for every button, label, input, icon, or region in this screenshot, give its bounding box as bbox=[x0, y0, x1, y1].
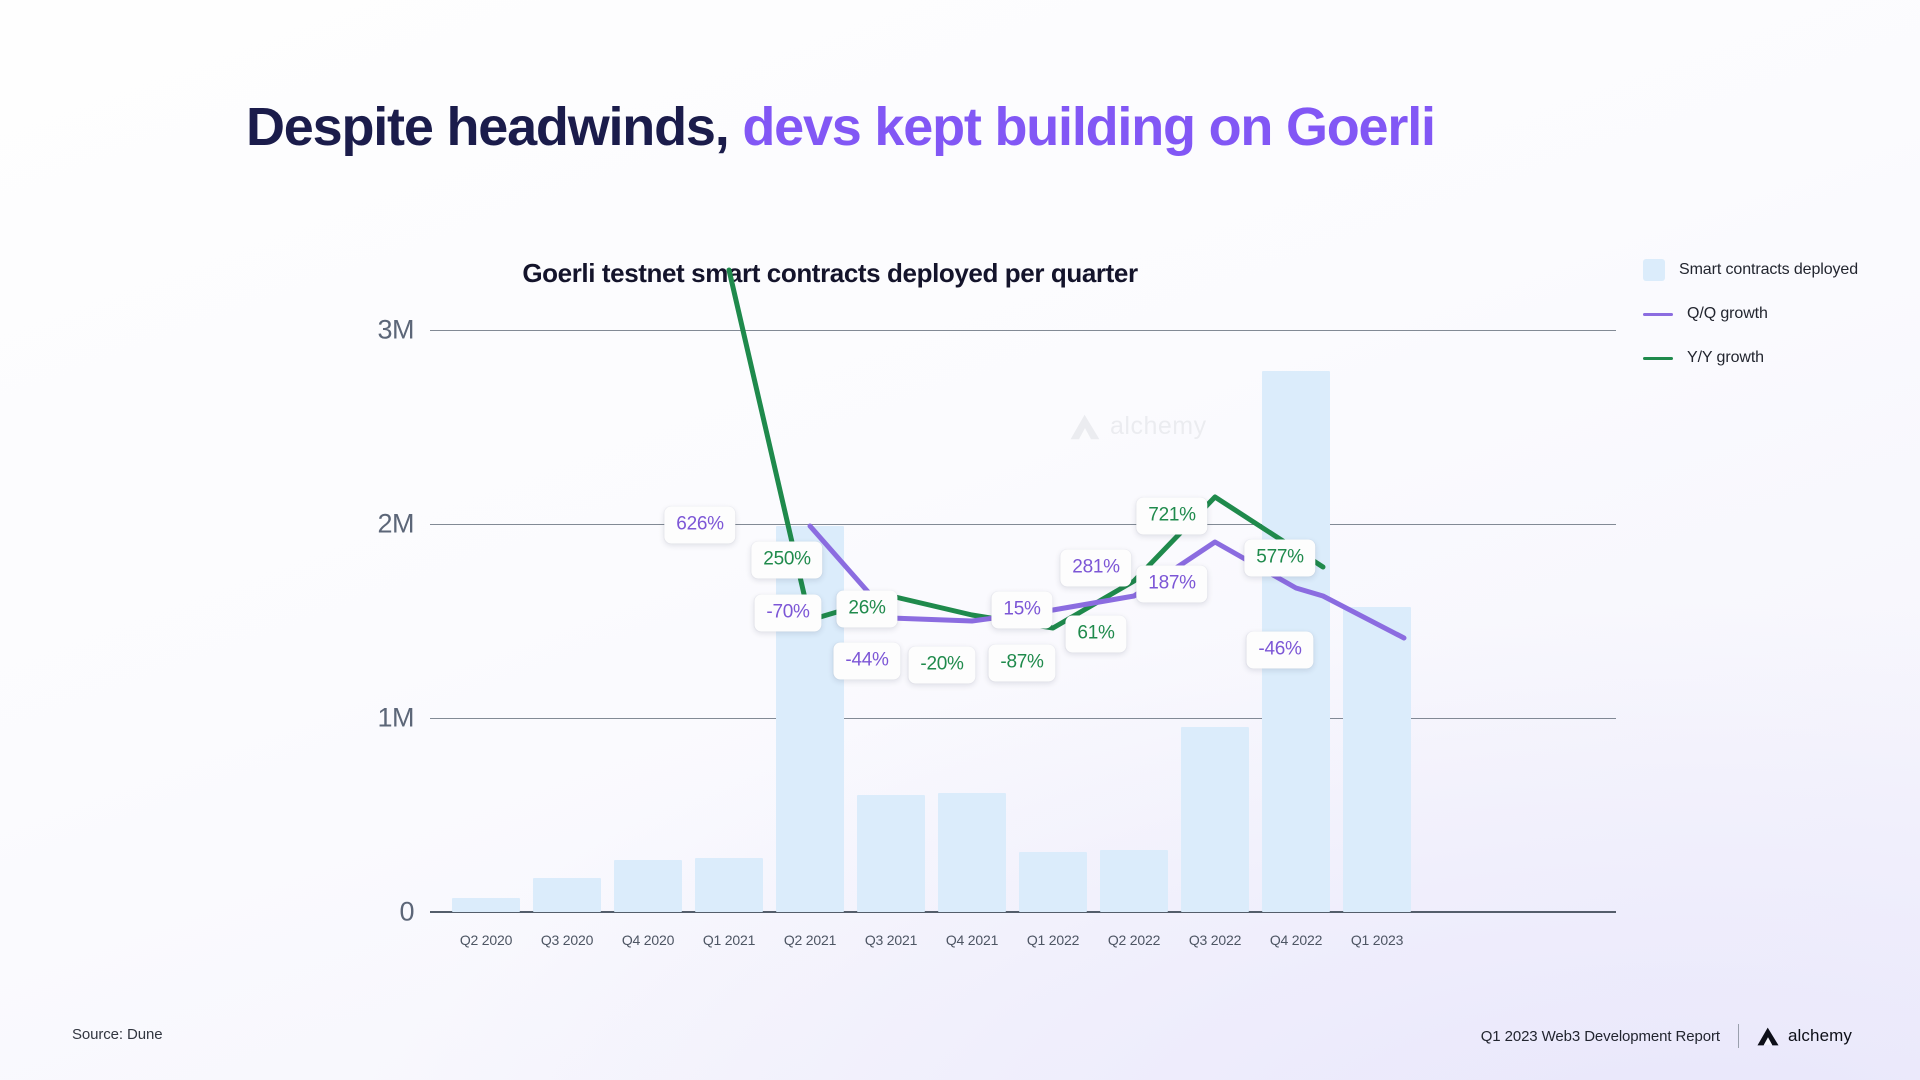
x-axis-tick-q2-2020: Q2 2020 bbox=[459, 932, 513, 948]
y-axis-tick-3m: 3M bbox=[377, 314, 414, 345]
legend-label: Q/Q growth bbox=[1687, 305, 1768, 322]
footer-divider bbox=[1737, 1024, 1739, 1048]
bar-q1-2021[interactable] bbox=[695, 858, 763, 912]
x-axis-tick-q4-2020: Q4 2020 bbox=[621, 932, 675, 948]
y-axis-tick-0: 0 bbox=[399, 896, 414, 927]
y-axis-tick-1m: 1M bbox=[377, 702, 414, 733]
data-label-yy-q3-2021: 250% bbox=[751, 541, 823, 579]
gridline-2m bbox=[430, 524, 1616, 525]
data-label-yy-q3-2022: 61% bbox=[1065, 615, 1127, 653]
legend-item-qq-growth[interactable]: Q/Q growth bbox=[1643, 294, 1913, 334]
bar-q3-2022[interactable] bbox=[1181, 727, 1249, 912]
data-label-yy-q4-2022: 721% bbox=[1136, 497, 1208, 535]
x-axis-tick-q2-2021: Q2 2021 bbox=[783, 932, 837, 948]
x-axis-tick-q4-2022: Q4 2022 bbox=[1269, 932, 1323, 948]
x-axis-baseline bbox=[430, 911, 1616, 913]
data-label-qq-q2-2021: 626% bbox=[664, 506, 736, 544]
data-label-yy-q1-2022: -20% bbox=[908, 646, 976, 684]
legend-label: Y/Y growth bbox=[1687, 349, 1764, 366]
headline-accent: devs kept building on Goerli bbox=[742, 97, 1436, 157]
bar-q3-2021[interactable] bbox=[857, 795, 925, 912]
x-axis-tick-q1-2021: Q1 2021 bbox=[702, 932, 756, 948]
bar-q4-2020[interactable] bbox=[614, 860, 682, 912]
data-label-qq-q4-2022: 187% bbox=[1136, 565, 1208, 603]
bar-q4-2021[interactable] bbox=[938, 793, 1006, 912]
data-label-qq-q1-2023: -46% bbox=[1246, 631, 1314, 669]
headline-lead: Despite headwinds, bbox=[246, 97, 730, 157]
bar-q2-2022[interactable] bbox=[1100, 850, 1168, 912]
legend-item-yy-growth[interactable]: Y/Y growth bbox=[1643, 338, 1913, 378]
alchemy-logo-icon bbox=[1757, 1027, 1779, 1045]
page-headline: Despite headwinds, devs kept building on… bbox=[246, 97, 1436, 157]
footer-right: Q1 2023 Web3 Development Report alchemy bbox=[1481, 1024, 1852, 1048]
x-axis-tick-q3-2022: Q3 2022 bbox=[1188, 932, 1242, 948]
gridline-3m bbox=[430, 330, 1616, 331]
legend-swatch-icon bbox=[1643, 259, 1665, 281]
y-axis-tick-2m: 2M bbox=[377, 508, 414, 539]
footer-report-label: Q1 2023 Web3 Development Report bbox=[1480, 1027, 1720, 1045]
data-label-yy-q1-2023: 577% bbox=[1244, 539, 1316, 577]
data-label-qq-q1-2022: 15% bbox=[991, 591, 1053, 629]
alchemy-logo-icon bbox=[1070, 414, 1100, 439]
watermark-label: alchemy bbox=[1110, 412, 1207, 440]
x-axis-tick-q2-2022: Q2 2022 bbox=[1107, 932, 1161, 948]
footer-brand-label: alchemy bbox=[1787, 1026, 1852, 1045]
gridline-1m bbox=[430, 718, 1616, 719]
data-label-qq-q3-2021: -70% bbox=[754, 594, 822, 632]
legend-line-icon bbox=[1643, 312, 1673, 316]
legend-item-smart-contracts-deployed[interactable]: Smart contracts deployed bbox=[1643, 250, 1913, 290]
bar-q1-2022[interactable] bbox=[1019, 852, 1087, 912]
bar-q2-2021[interactable] bbox=[776, 526, 844, 912]
data-label-yy-q4-2021: 26% bbox=[836, 590, 898, 628]
data-label-qq-q3-2022: 281% bbox=[1060, 549, 1132, 587]
chart-legend: Smart contracts deployed Q/Q growth Y/Y … bbox=[1643, 250, 1913, 382]
bar-q2-2020[interactable] bbox=[452, 898, 520, 912]
legend-line-icon bbox=[1643, 356, 1673, 360]
bar-q1-2023[interactable] bbox=[1343, 607, 1411, 912]
chart-title: Goerli testnet smart contracts deployed … bbox=[522, 258, 1138, 288]
x-axis-tick-q1-2022: Q1 2022 bbox=[1026, 932, 1080, 948]
data-label-qq-q4-2021: -44% bbox=[833, 642, 901, 680]
chart-watermark: alchemy bbox=[1070, 412, 1207, 441]
data-label-yy-q2-2022: -87% bbox=[988, 644, 1056, 682]
x-axis-tick-q3-2020: Q3 2020 bbox=[540, 932, 594, 948]
x-axis-tick-q1-2023: Q1 2023 bbox=[1350, 932, 1404, 948]
x-axis-tick-q3-2021: Q3 2021 bbox=[864, 932, 918, 948]
source-note: Source: Dune bbox=[72, 1026, 163, 1043]
legend-label: Smart contracts deployed bbox=[1679, 261, 1859, 278]
bar-q3-2020[interactable] bbox=[533, 878, 601, 912]
x-axis-tick-q4-2021: Q4 2021 bbox=[945, 932, 999, 948]
